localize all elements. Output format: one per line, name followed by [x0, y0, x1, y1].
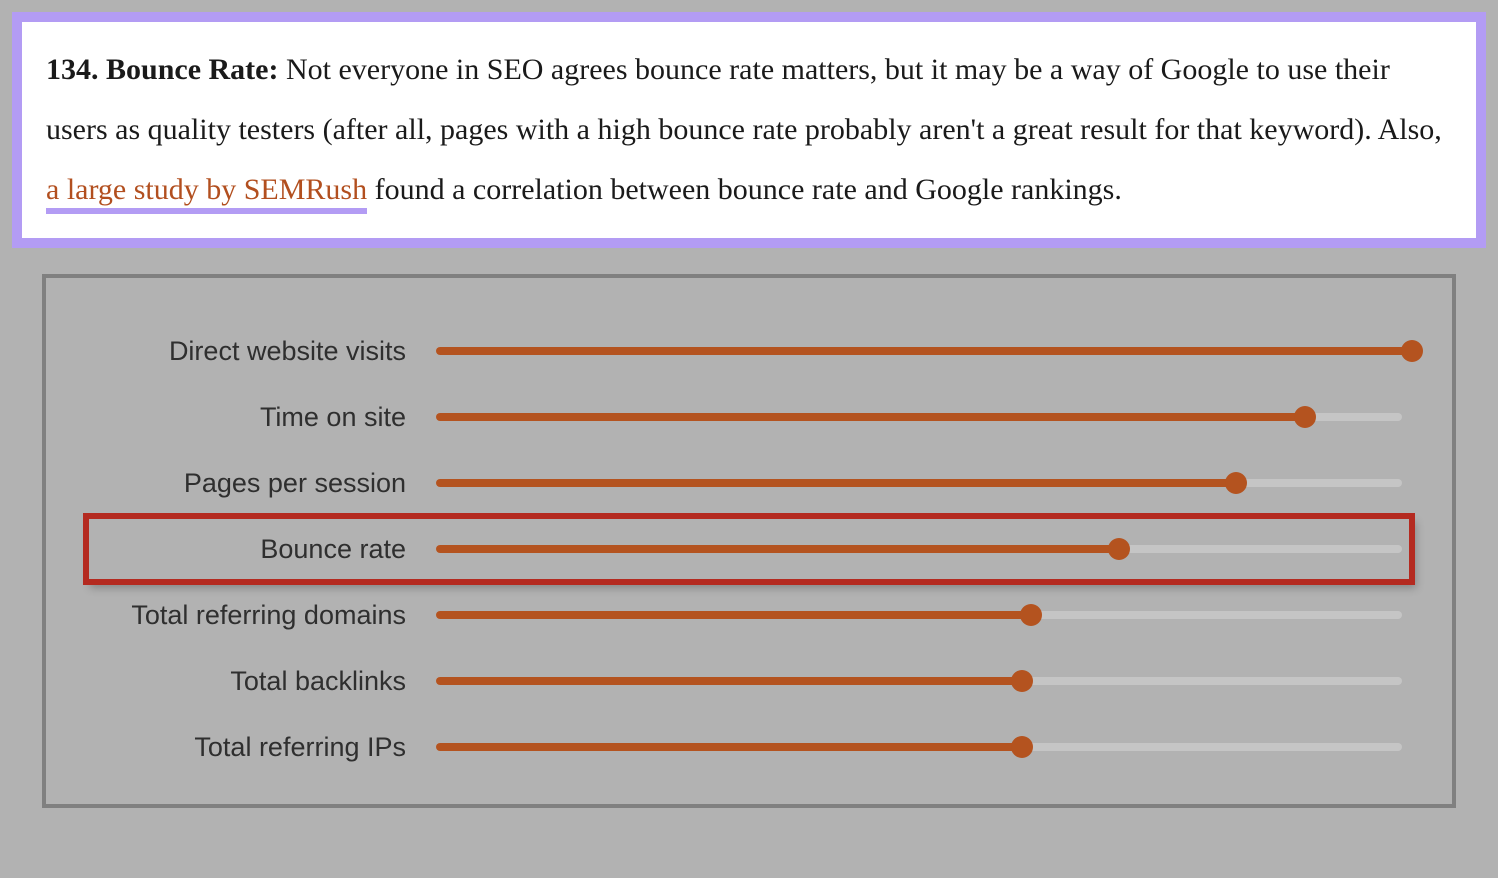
chart-fill [436, 611, 1031, 619]
callout-lead: 134. Bounce Rate: [46, 53, 278, 86]
chart-bar [436, 648, 1412, 714]
chart-knob [1108, 538, 1130, 560]
chart-bar [436, 582, 1412, 648]
chart-fill [436, 479, 1236, 487]
semrush-study-link[interactable]: a large study by SEMRush [46, 173, 367, 214]
chart-row: Pages per session [86, 450, 1412, 516]
chart-row-label: Pages per session [86, 468, 436, 499]
chart-row: Total referring domains [86, 582, 1412, 648]
chart-bar [436, 384, 1412, 450]
callout-box: 134. Bounce Rate: Not everyone in SEO ag… [12, 12, 1486, 248]
chart-row: Bounce rate [86, 516, 1412, 582]
ranking-factors-chart: Direct website visits Time on site Pages p… [42, 274, 1456, 808]
chart-fill [436, 677, 1022, 685]
chart-row-label: Time on site [86, 402, 436, 433]
chart-row: Total backlinks [86, 648, 1412, 714]
chart-knob [1020, 604, 1042, 626]
chart-fill [436, 413, 1305, 421]
chart-row-label: Total backlinks [86, 666, 436, 697]
chart-row-label: Total referring IPs [86, 732, 436, 763]
callout-paragraph: 134. Bounce Rate: Not everyone in SEO ag… [46, 40, 1452, 220]
chart-row-label: Bounce rate [86, 534, 436, 565]
chart-knob [1225, 472, 1247, 494]
chart-fill [436, 545, 1119, 553]
chart-row: Direct website visits [86, 318, 1412, 384]
chart-bar [436, 516, 1412, 582]
callout-text-after: found a correlation between bounce rate … [367, 173, 1122, 206]
chart-fill [436, 743, 1022, 751]
chart-bar [436, 318, 1412, 384]
chart-row-label: Direct website visits [86, 336, 436, 367]
chart-knob [1011, 736, 1033, 758]
chart-row-label: Total referring domains [86, 600, 436, 631]
chart-knob [1401, 340, 1423, 362]
chart-row: Total referring IPs [86, 714, 1412, 780]
chart-knob [1011, 670, 1033, 692]
chart-knob [1294, 406, 1316, 428]
chart-fill [436, 347, 1412, 355]
chart-bar [436, 450, 1412, 516]
chart-bar [436, 714, 1412, 780]
chart-row: Time on site [86, 384, 1412, 450]
